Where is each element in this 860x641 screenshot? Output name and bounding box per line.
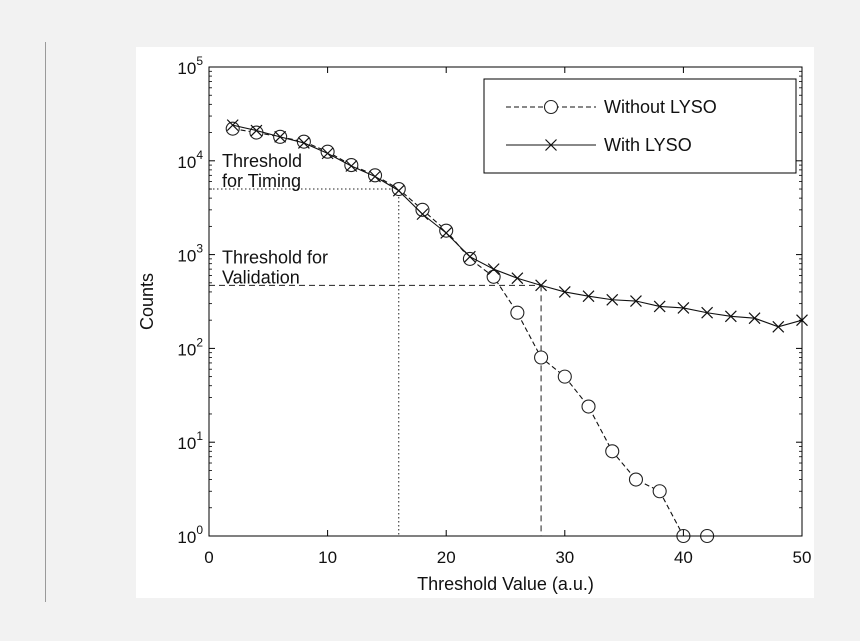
- circle-marker: [534, 350, 549, 365]
- x-marker: [772, 320, 785, 333]
- x-marker: [630, 295, 642, 307]
- y-tick-exponent: 4: [196, 148, 203, 162]
- x-marker: [250, 124, 263, 137]
- timing-annotation: Threshold for Timing: [222, 151, 302, 191]
- y-tick-label: 105: [177, 54, 203, 78]
- x-marker: [297, 137, 310, 149]
- legend-marker: [545, 139, 557, 151]
- circle-marker: [225, 121, 240, 136]
- y-tick-exponent: 3: [196, 242, 203, 256]
- y-tick-label: 100: [177, 523, 203, 547]
- y-tick-base: 10: [177, 59, 196, 78]
- legend-box: [483, 78, 797, 174]
- circle-marker: [510, 305, 525, 320]
- x-marker: [582, 290, 595, 303]
- x-marker: [535, 279, 548, 292]
- timing-annotation-line2: for Timing: [222, 171, 301, 191]
- x-marker: [724, 310, 737, 323]
- circle-marker: [249, 125, 264, 140]
- validation-annotation: Threshold for Validation: [222, 247, 328, 287]
- validation-annotation-line2: Validation: [222, 267, 300, 287]
- threshold-annotations: Threshold for Timing Threshold for Validati…: [222, 151, 328, 287]
- x-marker: [345, 160, 358, 172]
- x-marker: [558, 286, 571, 298]
- x-marker: [416, 208, 429, 221]
- y-tick-label: 102: [177, 335, 203, 359]
- circle-marker: [367, 168, 383, 183]
- circle-marker: [581, 399, 596, 414]
- x-marker: [677, 302, 690, 314]
- circle-marker: [344, 158, 359, 173]
- x-marker: [487, 263, 500, 276]
- y-tick-base: 10: [177, 247, 196, 266]
- legend: Without LYSO With LYSO: [483, 78, 797, 174]
- y-tick-label: 103: [177, 242, 203, 266]
- circle-marker: [486, 269, 501, 284]
- y-tick-base: 10: [177, 528, 196, 547]
- x-marker: [392, 184, 405, 197]
- axis-labels: Threshold Value (a.u.) Counts: [137, 273, 594, 594]
- x-tick-label: 20: [437, 548, 456, 567]
- plot-frame: [208, 66, 803, 537]
- x-marker: [701, 306, 714, 319]
- x-marker: [511, 272, 524, 285]
- x-axis-label: Threshold Value (a.u.): [417, 574, 594, 594]
- circle-marker: [557, 369, 572, 384]
- x-tick-label: 30: [555, 548, 574, 567]
- series-line-without-lyso: [232, 128, 708, 537]
- y-tick-base: 10: [177, 340, 196, 359]
- x-marker: [274, 130, 287, 143]
- y-tick-exponent: 2: [196, 335, 203, 349]
- x-tick-label: 10: [318, 548, 337, 567]
- timing-annotation-line1: Threshold: [222, 151, 302, 171]
- legend-label: With LYSO: [604, 135, 692, 155]
- circle-marker: [628, 472, 644, 487]
- x-marker: [321, 147, 334, 160]
- circle-marker: [652, 484, 667, 499]
- circle-marker: [605, 444, 620, 459]
- y-tick-label: 104: [177, 148, 203, 172]
- y-axis-label: Counts: [137, 273, 157, 330]
- y-tick-exponent: 1: [196, 429, 203, 443]
- legend-marker: [543, 99, 559, 115]
- x-tick-label: 40: [674, 548, 693, 567]
- circle-marker: [462, 251, 477, 266]
- x-marker: [226, 119, 239, 132]
- x-marker: [369, 170, 381, 183]
- x-marker: [653, 300, 666, 313]
- validation-annotation-line1: Threshold for: [222, 247, 328, 267]
- y-tick-exponent: 0: [196, 523, 203, 537]
- threshold-guides: [209, 188, 542, 536]
- y-tick-label: 101: [177, 429, 203, 453]
- x-marker: [748, 312, 761, 325]
- data-series: [225, 119, 808, 544]
- circle-marker: [439, 223, 454, 238]
- y-tick-exponent: 5: [196, 54, 203, 68]
- x-marker: [606, 293, 619, 306]
- circle-marker: [415, 202, 430, 217]
- legend-label: Without LYSO: [604, 97, 717, 117]
- page-divider-line: [45, 42, 46, 602]
- circle-marker: [391, 181, 406, 197]
- x-tick-label: 0: [204, 548, 213, 567]
- x-tick-label: 50: [793, 548, 812, 567]
- x-marker: [440, 227, 453, 239]
- y-tick-base: 10: [177, 153, 196, 172]
- x-marker: [463, 250, 476, 263]
- y-tick-base: 10: [177, 434, 196, 453]
